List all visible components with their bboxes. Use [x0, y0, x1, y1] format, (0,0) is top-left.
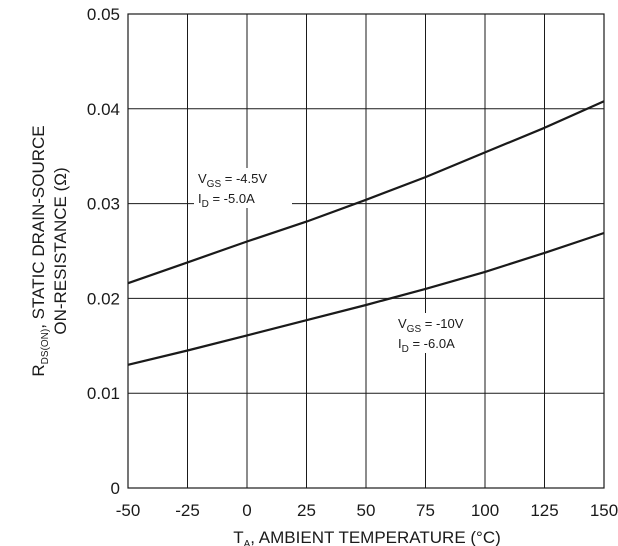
x-tick-label: -25	[175, 501, 200, 520]
x-tick-label: 50	[357, 501, 376, 520]
y-tick-label: 0	[111, 479, 120, 498]
series-2-id-label: ID = -6.0A	[398, 336, 455, 355]
y-axis-title-line1: RDS(ON), STATIC DRAIN-SOURCE	[29, 125, 51, 376]
series-1-line	[127, 100, 605, 285]
plot-frame	[127, 13, 605, 489]
y-tick-label: 0.03	[87, 195, 120, 214]
x-tick-label: 75	[416, 501, 435, 520]
y-tick-label: 0.05	[87, 5, 120, 24]
x-tick-label: 100	[471, 501, 499, 520]
series-2-vgs-label: VGS = -10V	[398, 316, 464, 335]
y-tick-label: 0.04	[87, 100, 120, 119]
y-axis-title-line2: ON-RESISTANCE (Ω)	[51, 167, 70, 334]
series-1-label-bg	[194, 168, 292, 208]
series-2-annotation: VGS = -10V ID = -6.0A	[394, 313, 484, 355]
y-tick-label: 0.02	[87, 289, 120, 308]
y-tick-labels: 0 0.01 0.02 0.03 0.04 0.05	[87, 5, 120, 498]
x-tick-label: 25	[297, 501, 316, 520]
x-tick-label: 0	[242, 501, 251, 520]
series-2-label-bg	[394, 313, 484, 353]
x-tick-label: -50	[116, 501, 141, 520]
x-tick-label: 125	[530, 501, 558, 520]
y-tick-label: 0.01	[87, 384, 120, 403]
series-1-id-label: ID = -5.0A	[198, 191, 255, 210]
series-2-line	[127, 231, 605, 366]
series-1-vgs-label: VGS = -4.5V	[198, 171, 267, 190]
x-axis-title: TA, AMBIENT TEMPERATURE (°C)	[233, 528, 501, 546]
x-tick-label: 150	[590, 501, 618, 520]
x-tick-labels: -50 -25 0 25 50 75 100 125 150	[116, 501, 618, 520]
grid-lines	[127, 13, 605, 489]
series-lines	[127, 100, 605, 366]
series-1-annotation: VGS = -4.5V ID = -5.0A	[194, 168, 292, 210]
